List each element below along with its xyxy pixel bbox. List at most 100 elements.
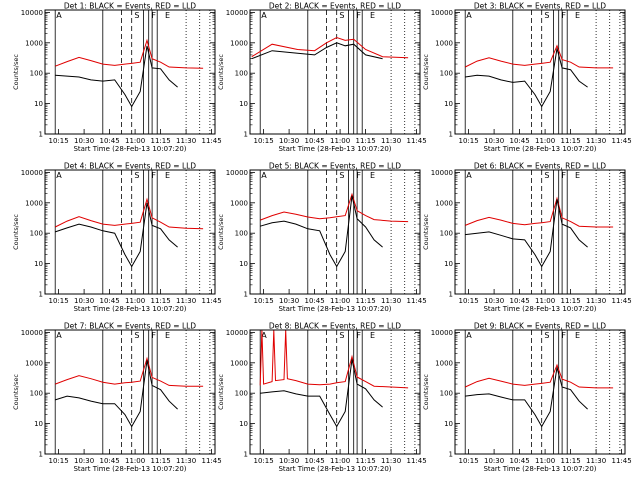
x-tick-label: 11:30 bbox=[176, 457, 196, 465]
x-tick-label: 10:30 bbox=[279, 457, 299, 465]
y-axis-label: Counts/sec bbox=[422, 374, 430, 410]
x-tick-label: 10:30 bbox=[484, 297, 504, 305]
y-tick-label: 10000 bbox=[226, 169, 248, 177]
events-series-line bbox=[55, 202, 178, 268]
y-tick-label: 1000 bbox=[25, 39, 43, 47]
y-tick-label: 1 bbox=[244, 131, 248, 139]
y-tick-label: 1000 bbox=[230, 359, 248, 367]
events-series-line bbox=[251, 42, 383, 60]
segment-letter: E bbox=[165, 11, 170, 20]
y-axis-label: Counts/sec bbox=[12, 54, 20, 90]
segment-letter: A bbox=[466, 331, 472, 340]
x-tick-label: 11:30 bbox=[586, 297, 606, 305]
y-tick-label: 10000 bbox=[21, 169, 43, 177]
segment-letter: S bbox=[339, 11, 344, 20]
x-tick-label: 10:15 bbox=[459, 137, 479, 145]
x-tick-label: 11:45 bbox=[407, 457, 427, 465]
x-tick-label: 10:15 bbox=[254, 297, 274, 305]
x-tick-label: 11:45 bbox=[407, 137, 427, 145]
y-axis-label: Counts/sec bbox=[217, 214, 225, 250]
x-axis-label: Start Time (28-Feb-13 10:07:20) bbox=[278, 305, 391, 313]
segment-letter: S bbox=[134, 331, 139, 340]
lld-series-line bbox=[464, 363, 614, 389]
x-tick-label: 11:00 bbox=[330, 137, 350, 145]
plot-frame bbox=[454, 169, 626, 295]
x-tick-label: 11:45 bbox=[612, 137, 632, 145]
x-tick-label: 11:30 bbox=[381, 137, 401, 145]
segment-letter: F bbox=[356, 11, 361, 20]
y-tick-label: 1 bbox=[39, 451, 43, 459]
y-tick-label: 1 bbox=[244, 451, 248, 459]
lld-series-line bbox=[54, 197, 204, 230]
x-tick-label: 11:45 bbox=[202, 297, 222, 305]
x-axis-label: Start Time (28-Feb-13 10:07:20) bbox=[483, 145, 596, 153]
y-axis-label: Counts/sec bbox=[422, 54, 430, 90]
y-tick-label: 10 bbox=[444, 420, 453, 428]
x-tick-label: 11:15 bbox=[151, 137, 171, 145]
x-tick-label: 11:15 bbox=[151, 457, 171, 465]
segment-letter: E bbox=[575, 11, 580, 20]
x-tick-label: 11:45 bbox=[612, 297, 632, 305]
events-series-line bbox=[260, 359, 383, 428]
x-tick-label: 10:15 bbox=[254, 137, 274, 145]
y-tick-label: 1 bbox=[244, 291, 248, 299]
segment-letter: S bbox=[134, 11, 139, 20]
segment-letter: F bbox=[356, 171, 361, 180]
x-tick-label: 10:15 bbox=[49, 137, 69, 145]
chart-title: Det 1: BLACK = Events, RED = LLD bbox=[64, 2, 196, 11]
segment-letter: A bbox=[466, 11, 472, 20]
segment-letter: S bbox=[339, 331, 344, 340]
x-tick-label: 10:30 bbox=[74, 297, 94, 305]
y-tick-label: 100 bbox=[30, 230, 43, 238]
chart-title: Det 7: BLACK = Events, RED = LLD bbox=[64, 322, 196, 331]
y-tick-label: 100 bbox=[440, 390, 453, 398]
segment-letter: F bbox=[151, 171, 156, 180]
y-tick-label: 1000 bbox=[25, 199, 43, 207]
x-axis-label: Start Time (28-Feb-13 10:07:20) bbox=[483, 305, 596, 313]
y-axis-label: Counts/sec bbox=[422, 214, 430, 250]
x-tick-label: 10:30 bbox=[74, 137, 94, 145]
x-tick-label: 11:30 bbox=[381, 457, 401, 465]
x-tick-label: 10:45 bbox=[305, 297, 325, 305]
y-tick-label: 1000 bbox=[435, 359, 453, 367]
x-tick-label: 10:45 bbox=[100, 457, 120, 465]
segment-letter: S bbox=[544, 171, 549, 180]
x-tick-label: 10:45 bbox=[100, 137, 120, 145]
x-tick-label: 11:00 bbox=[125, 457, 145, 465]
y-tick-label: 10 bbox=[239, 100, 248, 108]
x-tick-label: 11:15 bbox=[151, 297, 171, 305]
x-tick-label: 11:00 bbox=[125, 297, 145, 305]
segment-letter: F bbox=[561, 11, 566, 20]
lld-series-line bbox=[259, 330, 409, 389]
y-tick-label: 100 bbox=[235, 70, 248, 78]
y-tick-label: 1 bbox=[449, 131, 453, 139]
y-tick-label: 100 bbox=[235, 390, 248, 398]
events-series-line bbox=[465, 199, 588, 268]
y-tick-label: 1 bbox=[39, 131, 43, 139]
y-tick-label: 10 bbox=[444, 100, 453, 108]
y-tick-label: 1000 bbox=[435, 199, 453, 207]
segment-letter: A bbox=[56, 11, 62, 20]
segment-letter: F bbox=[561, 331, 566, 340]
x-tick-label: 11:00 bbox=[125, 137, 145, 145]
segment-letter: F bbox=[356, 331, 361, 340]
plot-frame bbox=[44, 329, 216, 455]
x-tick-label: 11:15 bbox=[356, 297, 376, 305]
x-tick-label: 11:15 bbox=[561, 457, 581, 465]
x-tick-label: 11:30 bbox=[586, 137, 606, 145]
lld-series-line bbox=[55, 38, 204, 69]
events-series-line bbox=[260, 195, 383, 268]
x-tick-label: 10:30 bbox=[484, 457, 504, 465]
y-axis-label: Counts/sec bbox=[12, 374, 20, 410]
segment-letter: E bbox=[575, 171, 580, 180]
x-tick-label: 11:00 bbox=[535, 297, 555, 305]
lld-series-line bbox=[55, 356, 204, 387]
x-axis-label: Start Time (28-Feb-13 10:07:20) bbox=[73, 145, 186, 153]
x-tick-label: 11:15 bbox=[561, 137, 581, 145]
y-tick-label: 10 bbox=[34, 100, 43, 108]
